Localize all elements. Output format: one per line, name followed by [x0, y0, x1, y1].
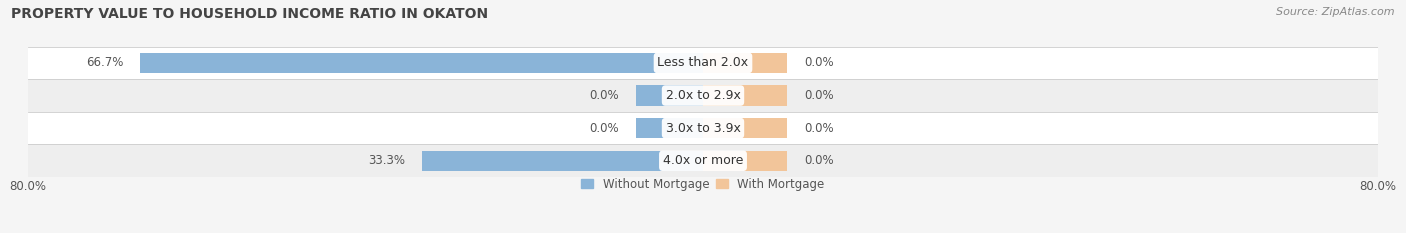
- Bar: [422, 151, 703, 171]
- Text: 0.0%: 0.0%: [589, 122, 619, 135]
- Text: 0.0%: 0.0%: [804, 56, 834, 69]
- Bar: [703, 53, 787, 73]
- Text: 0.0%: 0.0%: [804, 154, 834, 167]
- Bar: [28, 79, 1378, 112]
- Text: Less than 2.0x: Less than 2.0x: [658, 56, 748, 69]
- Bar: [141, 53, 703, 73]
- Legend: Without Mortgage, With Mortgage: Without Mortgage, With Mortgage: [581, 178, 825, 191]
- Bar: [703, 86, 787, 106]
- Text: 0.0%: 0.0%: [589, 89, 619, 102]
- Text: 66.7%: 66.7%: [86, 56, 124, 69]
- Text: 33.3%: 33.3%: [368, 154, 405, 167]
- Bar: [703, 118, 787, 138]
- Bar: [28, 144, 1378, 177]
- Text: 2.0x to 2.9x: 2.0x to 2.9x: [665, 89, 741, 102]
- Bar: [28, 112, 1378, 144]
- Bar: [703, 151, 787, 171]
- Text: 3.0x to 3.9x: 3.0x to 3.9x: [665, 122, 741, 135]
- Text: Source: ZipAtlas.com: Source: ZipAtlas.com: [1277, 7, 1395, 17]
- Text: 4.0x or more: 4.0x or more: [662, 154, 744, 167]
- Bar: [636, 118, 703, 138]
- Text: 0.0%: 0.0%: [804, 89, 834, 102]
- Bar: [28, 47, 1378, 79]
- Bar: [636, 86, 703, 106]
- Text: PROPERTY VALUE TO HOUSEHOLD INCOME RATIO IN OKATON: PROPERTY VALUE TO HOUSEHOLD INCOME RATIO…: [11, 7, 488, 21]
- Text: 0.0%: 0.0%: [804, 122, 834, 135]
